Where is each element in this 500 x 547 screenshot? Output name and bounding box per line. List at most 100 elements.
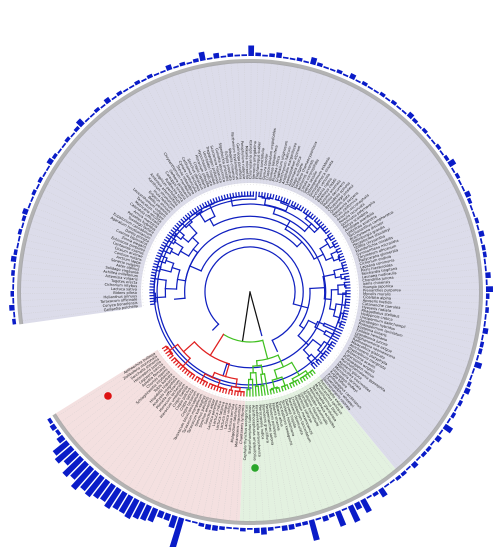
- bar: [473, 361, 483, 369]
- leaf-guide: [330, 362, 423, 444]
- leaf-guide: [352, 321, 471, 356]
- leaf-label: Chaetoseris lyriformis: [239, 405, 245, 445]
- leaf-guide: [304, 94, 367, 200]
- tree-branch: [313, 253, 325, 260]
- leaf-guide: [349, 210, 465, 255]
- bar: [93, 106, 101, 114]
- leaf-guide: [348, 204, 462, 252]
- tree-branch: [186, 370, 191, 376]
- bar: [361, 80, 368, 87]
- tree-branch-arc: [153, 195, 254, 389]
- bar: [226, 526, 232, 530]
- leaf-label: Paraprenanthes sororia: [264, 404, 274, 446]
- leaf-guide: [224, 64, 239, 186]
- tree-branch: [344, 275, 350, 278]
- leaf-guide: [41, 195, 153, 248]
- leaf-guide: [77, 362, 170, 444]
- tree-branch: [222, 387, 225, 394]
- leaf-guide: [312, 105, 384, 206]
- bar: [308, 519, 320, 541]
- leaf-label: Eclipta prostrata: [224, 151, 233, 181]
- tree-branch: [282, 197, 286, 203]
- tree-branch: [332, 332, 341, 337]
- tree-branch: [207, 200, 211, 206]
- leaf-guide: [281, 73, 318, 190]
- tree-branch: [191, 209, 196, 215]
- tree-branch: [325, 256, 334, 261]
- leaf-guide: [171, 76, 214, 192]
- tree-branch: [337, 283, 346, 286]
- bar: [80, 470, 100, 492]
- tree-branch: [334, 276, 342, 279]
- leaf-guide: [323, 369, 409, 458]
- leaf-label: Pterocypsela indica: [258, 404, 265, 439]
- tree-branch: [272, 206, 277, 215]
- bar: [75, 118, 85, 128]
- tree-branch: [315, 360, 320, 366]
- leaf-guide: [210, 66, 232, 187]
- tree-branch: [277, 354, 285, 368]
- tree-branch: [188, 223, 198, 235]
- bar: [485, 272, 491, 279]
- leaf-guide: [319, 373, 399, 467]
- bar: [206, 57, 213, 60]
- leaf-guide: [61, 161, 163, 232]
- tree-branch: [198, 211, 206, 223]
- leaf-guide: [122, 380, 191, 483]
- leaf-label: Kovalevskiella zeravschanica: [255, 405, 262, 457]
- leaf-guide: [341, 174, 447, 238]
- bar: [248, 45, 255, 57]
- tree-branch: [304, 214, 309, 220]
- leaf-guide: [314, 109, 389, 207]
- leaf-guide: [336, 157, 436, 230]
- leaf-guide: [147, 87, 203, 197]
- tree-branch: [296, 241, 303, 248]
- tree-branch: [334, 244, 340, 249]
- tree-branch: [179, 250, 190, 257]
- tree-branch: [159, 246, 165, 251]
- tree-branch-arc: [184, 226, 298, 299]
- tree-branch: [342, 266, 348, 270]
- tree-branch: [202, 380, 206, 386]
- tree-branch: [321, 225, 327, 230]
- tree-branch: [285, 198, 289, 204]
- bar: [9, 304, 15, 311]
- leaf-guide: [298, 88, 355, 197]
- clade-markers: [104, 392, 259, 472]
- tree-branch: [180, 218, 185, 224]
- bar: [42, 171, 47, 178]
- tree-branch: [260, 385, 263, 396]
- tree-branch-arc: [156, 198, 344, 386]
- leaf-guide: [326, 131, 414, 218]
- leaf-guide: [21, 273, 144, 284]
- tree-branch: [260, 373, 264, 387]
- tree-branch: [191, 374, 196, 380]
- tree-branch: [274, 194, 278, 201]
- leaf-guide: [289, 391, 336, 505]
- leaf-label: Lactuca indica: [212, 401, 223, 427]
- leaf-label: Bidens pilosa: [113, 291, 137, 295]
- bar: [367, 85, 374, 91]
- leaf-label: Chondrilla juncea: [362, 276, 394, 283]
- tree-branch: [331, 239, 337, 244]
- leaf-guide: [354, 312, 475, 337]
- leaf-label: Aposeris foetida: [363, 299, 392, 305]
- bar: [21, 215, 27, 222]
- tree-branch: [310, 363, 316, 370]
- bar: [476, 224, 480, 231]
- leaf-label: Chromolaena odorata: [249, 140, 253, 179]
- tree-branch: [323, 322, 343, 332]
- tree-branch: [338, 255, 345, 259]
- tree-branch: [271, 379, 276, 389]
- tree-branch: [199, 378, 203, 385]
- leaf-guide: [265, 397, 284, 519]
- tree-branch: [292, 303, 309, 309]
- bar: [16, 242, 20, 249]
- bar: [454, 172, 461, 180]
- leaf-guide: [344, 341, 453, 400]
- bar: [153, 72, 160, 77]
- tree-branch: [254, 385, 257, 397]
- leaf-guide: [82, 364, 172, 449]
- bar: [103, 96, 112, 105]
- bar: [21, 222, 25, 229]
